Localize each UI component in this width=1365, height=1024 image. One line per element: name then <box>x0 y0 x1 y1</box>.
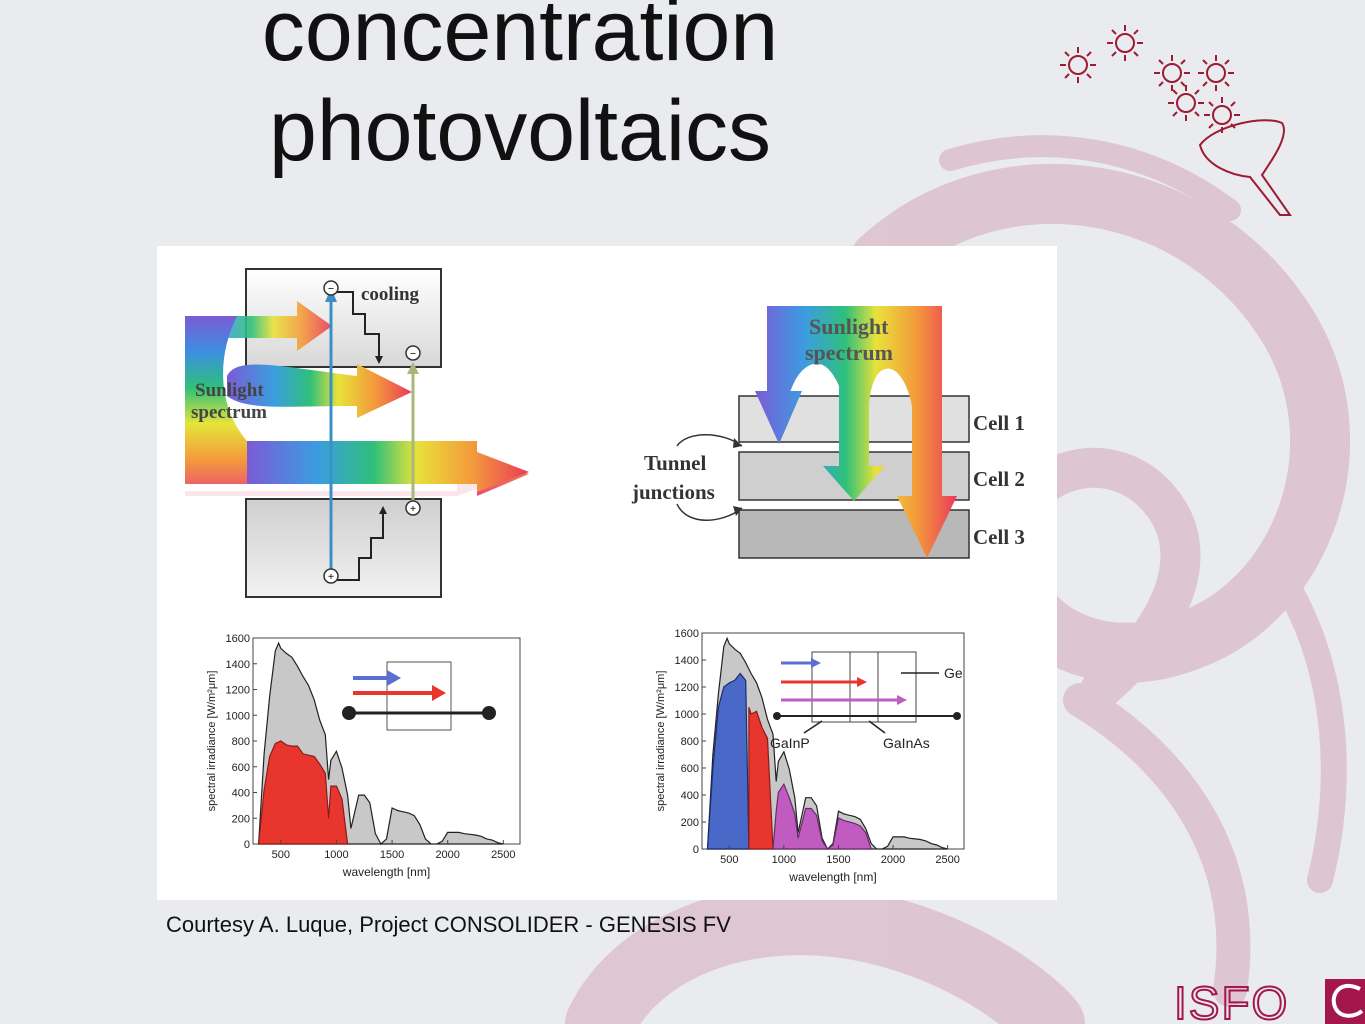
inset-terminal <box>953 712 961 720</box>
inset-terminal <box>342 706 356 720</box>
x-axis-label: wavelength [nm] <box>342 865 430 879</box>
x-tick-label: 2500 <box>491 849 515 861</box>
inset-arrowhead-blue <box>387 670 401 686</box>
spectrum-label: spectrum <box>805 340 893 365</box>
hole-symbol: + <box>410 503 416 515</box>
y-tick-label: 200 <box>681 817 699 829</box>
y-tick-label: 200 <box>232 813 250 825</box>
y-tick-label: 0 <box>693 844 699 856</box>
logo-text: ISFO <box>1174 977 1289 1024</box>
isfoc-logo: ISFO <box>1173 976 1365 1024</box>
tunnel-label: Tunnel <box>644 451 706 475</box>
x-tick-label: 1000 <box>772 854 796 866</box>
inset-arrowhead-red <box>857 677 867 687</box>
inset-arrowhead-red <box>432 685 446 701</box>
spectrum-chart-multijunction: 500 1000 1500 2000 2500 0 200 400 600 800 1000 1200… <box>655 628 965 884</box>
x-tick-label: 500 <box>720 854 738 866</box>
junctions-label: junctions <box>631 480 715 504</box>
y-tick-label: 0 <box>244 839 250 851</box>
multijunction-diagram: Sunlight spectrum Tunnel junctions Cell … <box>631 306 1025 559</box>
x-tick-label: 1500 <box>826 854 850 866</box>
figure-panel: − − + + cooling Sunlight spectrum Sunlig… <box>157 246 1057 900</box>
cell2-label: Cell 2 <box>973 467 1025 491</box>
intermediate-band-diagram: − − + + cooling Sunlight spectrum <box>185 268 529 598</box>
inset-cell <box>386 661 452 731</box>
spectrum-chart-single: 500 1000 1500 2000 2500 0 200 400 600 800 1000 1200… <box>206 633 521 879</box>
sun-icon <box>1168 85 1204 121</box>
inset-leader-gainas <box>868 720 886 734</box>
sun-icon <box>1060 47 1096 83</box>
series-area-1 <box>257 740 349 845</box>
sun-icon <box>1154 55 1190 91</box>
x-tick-label: 500 <box>272 849 290 861</box>
electron-symbol: − <box>328 283 334 295</box>
y-tick-label: 1000 <box>675 709 699 721</box>
y-tick-label: 600 <box>681 763 699 775</box>
y-tick-label: 1200 <box>675 682 699 694</box>
y-tick-label: 1600 <box>226 633 250 645</box>
sun-icon <box>1198 55 1234 91</box>
series-area-3 <box>772 782 873 850</box>
inset-cell-gainas <box>849 651 879 723</box>
cell3-label: Cell 3 <box>973 525 1025 549</box>
x-tick-label: 2000 <box>435 849 459 861</box>
inset-arrowhead-blue <box>811 658 821 668</box>
inset-arrowhead-magenta <box>897 695 907 705</box>
isfoc-logo-mark <box>1325 979 1365 1024</box>
inset-cell-ge <box>877 651 917 723</box>
x-axis-label: wavelength [nm] <box>788 870 876 884</box>
series-area-1 <box>706 672 750 850</box>
slide-title-line2: photovoltaics <box>269 83 771 179</box>
label-gainas: GaInAs <box>883 735 930 751</box>
y-tick-label: 400 <box>681 790 699 802</box>
slide-title-line1: concentration <box>261 0 779 79</box>
x-tick-label: 1000 <box>324 849 348 861</box>
x-tick-label: 1500 <box>380 849 404 861</box>
sunlight-label: Sunlight <box>809 314 889 339</box>
y-axis-label: spectral irradiance [W/m²μm] <box>655 671 667 812</box>
inset-terminal <box>773 712 781 720</box>
inset-leader-gainp <box>803 720 823 734</box>
y-tick-label: 1000 <box>226 710 250 722</box>
hole-symbol: + <box>328 571 334 583</box>
spectrum-label: spectrum <box>191 402 267 423</box>
label-gainp: GaInP <box>770 735 810 751</box>
sun-icon <box>1107 25 1143 61</box>
sun-funnel-icon <box>1060 25 1292 216</box>
figure-caption: Courtesy A. Luque, Project CONSOLIDER - … <box>166 912 731 937</box>
y-tick-label: 1400 <box>226 659 250 671</box>
x-tick-label: 2000 <box>881 854 905 866</box>
funnel-icon <box>1198 119 1292 216</box>
y-tick-label: 1200 <box>226 685 250 697</box>
sunlight-label: Sunlight <box>195 380 264 401</box>
y-axis-label: spectral irradiance [W/m²μm] <box>206 671 218 812</box>
y-tick-label: 800 <box>232 736 250 748</box>
y-tick-label: 1400 <box>675 655 699 667</box>
cell1-label: Cell 1 <box>973 411 1025 435</box>
x-tick-label: 2500 <box>935 854 959 866</box>
label-ge: Ge <box>944 665 963 681</box>
inset-terminal <box>482 706 496 720</box>
sun-icon <box>1204 97 1240 133</box>
y-tick-label: 800 <box>681 736 699 748</box>
cooling-label: cooling <box>361 284 420 305</box>
y-tick-label: 1600 <box>675 628 699 640</box>
y-tick-label: 600 <box>232 762 250 774</box>
series-area-2 <box>748 707 774 850</box>
electron-symbol: − <box>410 348 416 360</box>
y-tick-label: 400 <box>232 788 250 800</box>
